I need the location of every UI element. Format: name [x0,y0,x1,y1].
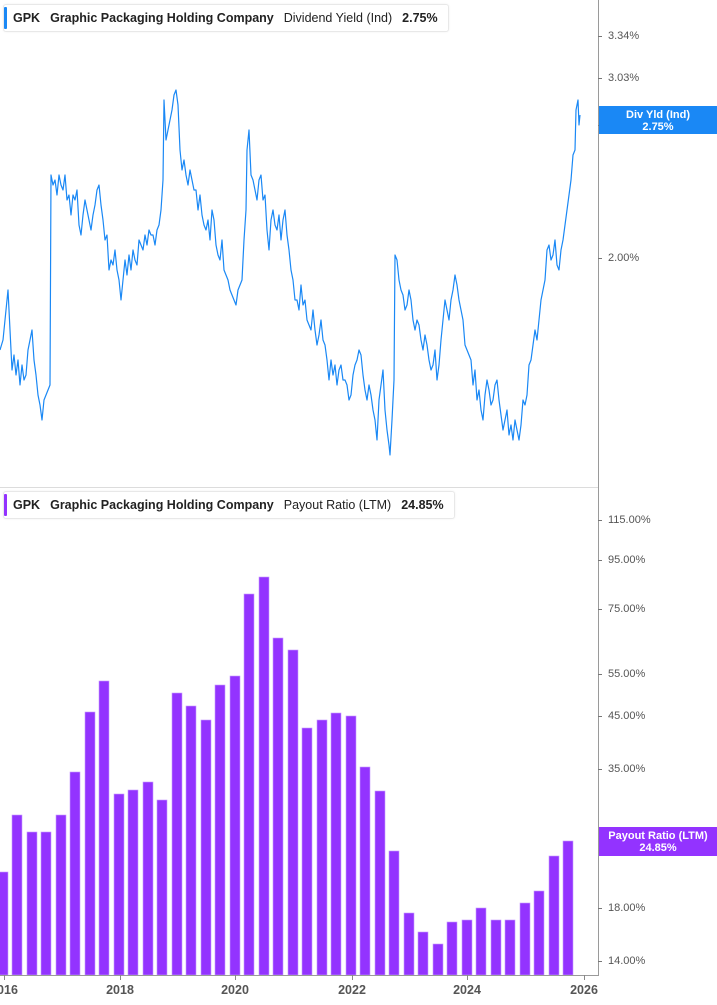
series-color-swatch [4,7,7,29]
x-tick-label: 2020 [221,983,249,997]
x-tick [584,975,585,980]
tag-title: Payout Ratio (LTM) [608,830,708,842]
x-tick-label: 2026 [570,983,598,997]
legend-company: Graphic Packaging Holding Company [50,11,274,25]
panel-divider[interactable] [0,487,598,488]
x-tick [467,975,468,980]
y-tick-label: 3.34% [608,30,640,42]
y-tick [598,674,602,675]
payout-ratio-legend[interactable]: GPK Graphic Packaging Holding Company Pa… [3,491,455,519]
y-tick-label: 35.00% [608,763,646,775]
x-tick-label: 2022 [338,983,366,997]
y-tick [598,769,602,770]
x-tick [120,975,121,980]
x-tick [4,975,5,980]
x-tick-label: 2024 [453,983,481,997]
y-tick [598,36,602,37]
tag-value: 24.85% [639,842,677,854]
tag-value: 2.75% [642,121,674,133]
y-tick-label: 95.00% [608,554,646,566]
y-tick [598,560,602,561]
series-color-swatch [4,494,7,516]
y-tick-label: 115.00% [608,514,651,526]
x-tick-label: 2018 [106,983,134,997]
legend-ticker: GPK [13,11,41,25]
x-tick-label: 2016 [0,983,18,997]
dividend-yield-line-chart[interactable] [0,0,598,488]
dividend-yield-panel: GPK Graphic Packaging Holding Company Di… [0,0,717,488]
y-tick [598,78,602,79]
y-tick [598,908,602,909]
y-tick [598,716,602,717]
y-axis-line [598,0,599,488]
current-value-tag: Payout Ratio (LTM) 24.85% [599,827,717,856]
y-axis-line [598,488,599,976]
y-tick-label: 2.00% [608,252,640,264]
x-tick [352,975,353,980]
y-tick [598,520,602,521]
legend-company: Graphic Packaging Holding Company [50,498,274,512]
dividend-yield-legend[interactable]: GPK Graphic Packaging Holding Company Di… [3,4,449,32]
y-tick-label: 55.00% [608,668,646,680]
x-tick [235,975,236,980]
y-tick [598,609,602,610]
legend-value: 24.85% [401,498,444,512]
legend-value: 2.75% [402,11,438,25]
y-tick-label: 14.00% [608,955,646,967]
x-axis-line [0,975,599,976]
y-tick [598,258,602,259]
current-value-tag: Div Yld (Ind) 2.75% [599,106,717,134]
y-tick-label: 45.00% [608,710,646,722]
tag-title: Div Yld (Ind) [626,109,690,121]
y-tick-label: 75.00% [608,603,646,615]
legend-metric: Payout Ratio (LTM) [283,498,392,512]
payout-ratio-panel: GPK Graphic Packaging Holding Company Pa… [0,488,717,1005]
y-tick-label: 3.03% [608,72,640,84]
legend-metric: Dividend Yield (Ind) [283,11,393,25]
y-tick-label: 18.00% [608,902,646,914]
payout-ratio-bar-chart[interactable] [0,488,598,975]
legend-ticker: GPK [13,498,41,512]
y-tick [598,961,602,962]
